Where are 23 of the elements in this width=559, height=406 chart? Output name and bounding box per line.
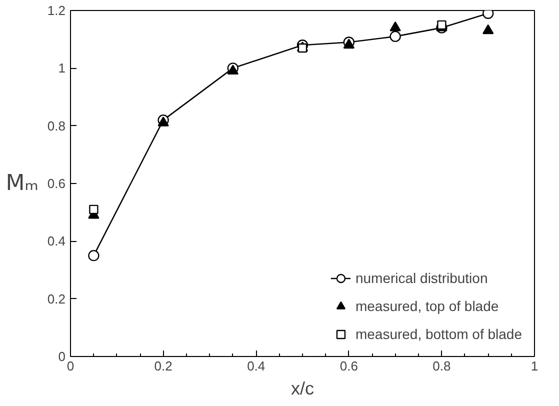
x-tick-label: 0.2 bbox=[154, 358, 172, 374]
y-tick-label: 0.6 bbox=[47, 176, 66, 191]
x-axis-title: x/c bbox=[291, 378, 314, 398]
x-tick-label: 0.4 bbox=[247, 358, 266, 374]
y-tick-label: 0.8 bbox=[47, 118, 66, 134]
x-tick-label: 1 bbox=[530, 358, 538, 374]
point bbox=[88, 250, 100, 262]
y-tick-label: 1.2 bbox=[47, 3, 66, 18]
x-tick-label: 0.6 bbox=[340, 358, 358, 374]
y-tick-label: 0.4 bbox=[47, 234, 66, 249]
point bbox=[89, 204, 98, 214]
y-axis-title: Mₘ bbox=[6, 171, 38, 196]
y-tick-label: 1 bbox=[58, 60, 66, 76]
point bbox=[390, 30, 401, 42]
x-tick-label: 0.8 bbox=[432, 358, 451, 374]
point bbox=[390, 21, 401, 32]
legend-label: measured, top of blade bbox=[355, 298, 499, 314]
point bbox=[482, 24, 494, 34]
legend-label: measured, bottom of blade bbox=[355, 326, 522, 342]
y-tick-label: 0 bbox=[58, 349, 66, 364]
y-tick-label: 0.2 bbox=[47, 291, 66, 306]
point bbox=[158, 116, 169, 126]
legend-label: numerical distribution bbox=[355, 270, 488, 286]
